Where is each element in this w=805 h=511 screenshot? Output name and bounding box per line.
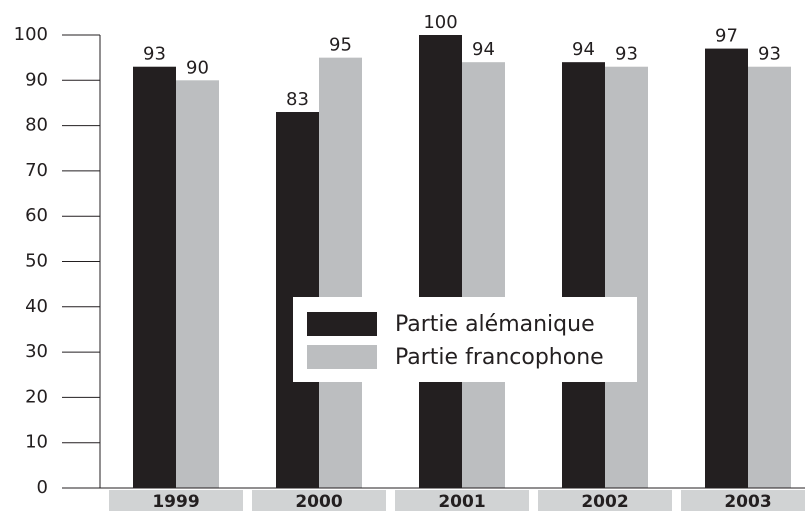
y-tick-label: 20 — [25, 386, 48, 407]
data-label: 93 — [758, 44, 781, 65]
bar — [133, 66, 176, 489]
y-tick-label: 70 — [25, 160, 48, 181]
x-tick-label: 2002 — [581, 492, 628, 511]
x-tick-label: 2000 — [295, 492, 342, 511]
category-box — [681, 490, 805, 511]
x-tick-label: 2003 — [724, 492, 771, 511]
x-tick-label: 2001 — [438, 492, 485, 511]
y-tick-label: 100 — [14, 24, 48, 45]
legend-label: Partie francophone — [395, 345, 604, 370]
category-box — [252, 490, 386, 511]
y-tick-label: 90 — [25, 69, 48, 90]
legend-swatch — [307, 345, 377, 369]
y-tick-label: 60 — [25, 205, 48, 226]
data-label: 94 — [472, 39, 495, 60]
data-label: 95 — [329, 35, 352, 56]
y-tick-label: 80 — [25, 115, 48, 136]
data-label: 83 — [286, 89, 309, 110]
y-tick-label: 0 — [37, 477, 48, 498]
category-box — [538, 490, 672, 511]
bar — [176, 80, 219, 489]
y-tick-label: 40 — [25, 296, 48, 317]
bar — [705, 48, 748, 489]
y-tick-label: 10 — [25, 432, 48, 453]
bar — [605, 66, 648, 489]
legend-label: Partie alémanique — [395, 312, 595, 337]
bar — [319, 57, 362, 489]
data-label: 93 — [615, 44, 638, 65]
data-label: 94 — [572, 39, 595, 60]
y-tick-label: 50 — [25, 251, 48, 272]
x-tick-label: 1999 — [152, 492, 199, 511]
data-label: 93 — [143, 44, 166, 65]
data-label: 90 — [186, 57, 209, 78]
category-box — [395, 490, 529, 511]
y-tick-label: 30 — [25, 341, 48, 362]
data-label: 97 — [715, 26, 738, 47]
data-label: 100 — [423, 12, 457, 33]
bar — [748, 66, 791, 489]
legend-swatch — [307, 312, 377, 336]
bar — [462, 62, 505, 489]
bar — [419, 35, 462, 488]
category-box — [109, 490, 243, 511]
bar — [562, 62, 605, 489]
